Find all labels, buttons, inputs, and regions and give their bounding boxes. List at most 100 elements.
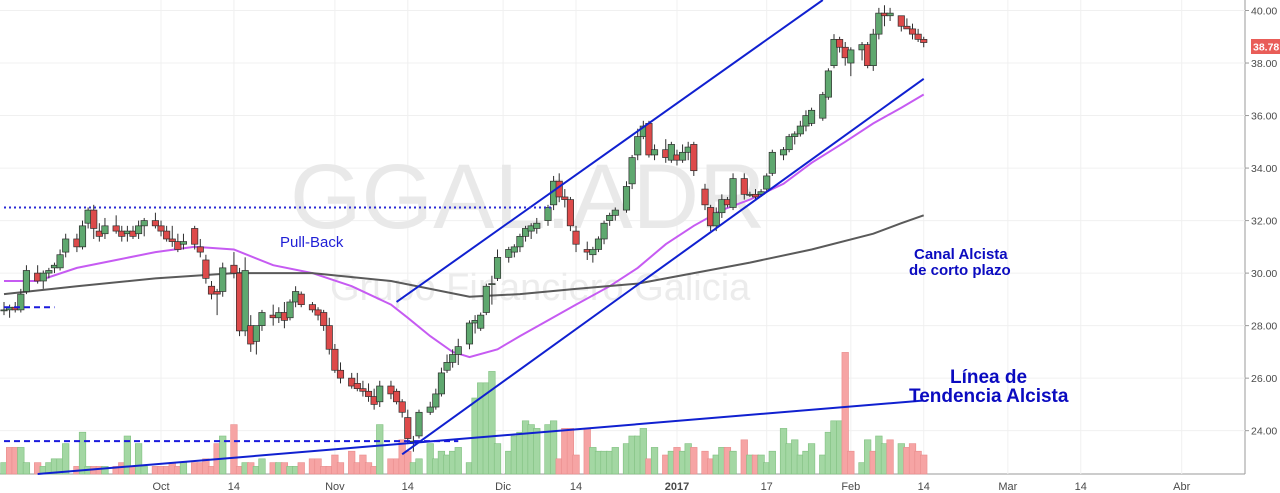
candle-body: [493, 257, 502, 279]
volume-bar: [690, 447, 698, 475]
y-tick-label: 34.00: [1251, 163, 1277, 175]
candle-body: [634, 136, 642, 156]
x-axis: Oct 14 Nov 14 Dic 14 2017 17 Feb 14 Mar 14 Abr: [152, 481, 1190, 493]
candle-body: [191, 228, 199, 245]
candle-body: [219, 267, 227, 292]
x-tick-label: Abr: [1173, 481, 1190, 493]
candle-body: [690, 144, 698, 172]
candle-body: [712, 212, 720, 227]
y-tick-label: 26.00: [1251, 373, 1277, 385]
candle-body: [589, 249, 597, 256]
candle-body: [443, 362, 451, 371]
volume-bar: [78, 431, 87, 475]
candle-body: [768, 151, 776, 174]
volume-bar: [179, 462, 188, 475]
candle-body: [207, 285, 216, 295]
candle-body: [830, 39, 838, 67]
volume-bar: [297, 462, 305, 475]
candle-body: [449, 354, 457, 363]
candle-body: [230, 264, 238, 274]
candle-body: [213, 291, 221, 295]
trend-line: [37, 399, 924, 475]
candle-body: [869, 33, 877, 67]
candle-body: [286, 301, 294, 319]
candle-body: [740, 178, 748, 195]
last-price-label: 38.78: [1253, 42, 1279, 54]
x-tick-label: 14: [1075, 481, 1087, 493]
candle-body: [751, 193, 760, 198]
candle-body: [0, 309, 8, 312]
volume-bar: [22, 462, 31, 475]
candle-body: [62, 238, 70, 253]
candle-body: [359, 388, 367, 392]
volume-bar: [650, 447, 659, 475]
candle-body: [914, 33, 922, 40]
candlesticks: [0, 5, 928, 452]
volume-bar: [123, 435, 131, 475]
candle-body: [387, 385, 395, 395]
volume-bar: [140, 466, 148, 475]
y-tick-label: 24.00: [1251, 426, 1277, 438]
volume-bar: [454, 447, 462, 475]
volume-bar: [376, 424, 384, 475]
volume-bar: [258, 458, 266, 475]
candle-body: [398, 401, 406, 413]
candle-body: [90, 209, 98, 229]
candle-body: [622, 186, 631, 211]
candle-body: [920, 39, 928, 43]
candle-body: [533, 222, 541, 229]
candle-body: [454, 346, 462, 355]
candle-body: [101, 225, 109, 235]
candle-body: [45, 270, 53, 274]
x-tick-label: 14: [570, 481, 582, 493]
candle-body: [258, 312, 266, 326]
candle-body: [650, 149, 659, 156]
volume-bar: [134, 443, 143, 475]
volume-bar: [572, 454, 580, 475]
trend-line: [401, 77, 925, 456]
candle-body: [477, 314, 485, 329]
candle-body: [763, 175, 771, 190]
candle-body: [824, 70, 832, 98]
y-tick-label: 28.00: [1251, 321, 1277, 333]
x-tick-label: Oct: [152, 481, 169, 493]
candle-body: [297, 293, 305, 305]
volume-bar: [230, 424, 238, 475]
candle-body: [611, 209, 619, 216]
candle-body: [796, 125, 804, 135]
moving-average-line: [3, 214, 925, 298]
candle-body: [135, 225, 143, 235]
candle-body: [566, 199, 574, 227]
candle-body: [432, 393, 440, 408]
candle-body: [437, 372, 445, 395]
candle-body: [168, 238, 176, 242]
candle-body: [718, 199, 726, 214]
annotation-canal-line2: de corto plazo: [909, 262, 1011, 279]
volume-bar: [611, 447, 619, 475]
candle-body: [364, 390, 373, 397]
candle-body: [17, 293, 25, 311]
volume-bar: [566, 428, 575, 475]
annotation-pull-back: Pull-Back: [280, 234, 344, 251]
x-tick-label: 14: [228, 481, 240, 493]
trend-line: [395, 0, 824, 303]
volume-bar: [336, 462, 345, 475]
y-axis-panel: [1245, 0, 1280, 493]
candle-body: [561, 196, 569, 200]
candle-body: [56, 254, 64, 269]
y-tick-label: 30.00: [1251, 268, 1277, 280]
volume-bar: [488, 371, 496, 475]
candle-body: [78, 225, 87, 248]
candle-body: [667, 144, 675, 161]
candle-body: [897, 15, 905, 27]
volume-bar: [549, 420, 558, 475]
candle-body: [903, 25, 911, 30]
candle-body: [847, 49, 855, 64]
candle-body: [522, 228, 530, 237]
candle-body: [376, 385, 384, 403]
candle-body: [308, 304, 316, 311]
candle-body: [241, 270, 249, 332]
volume-bar: [415, 458, 423, 475]
